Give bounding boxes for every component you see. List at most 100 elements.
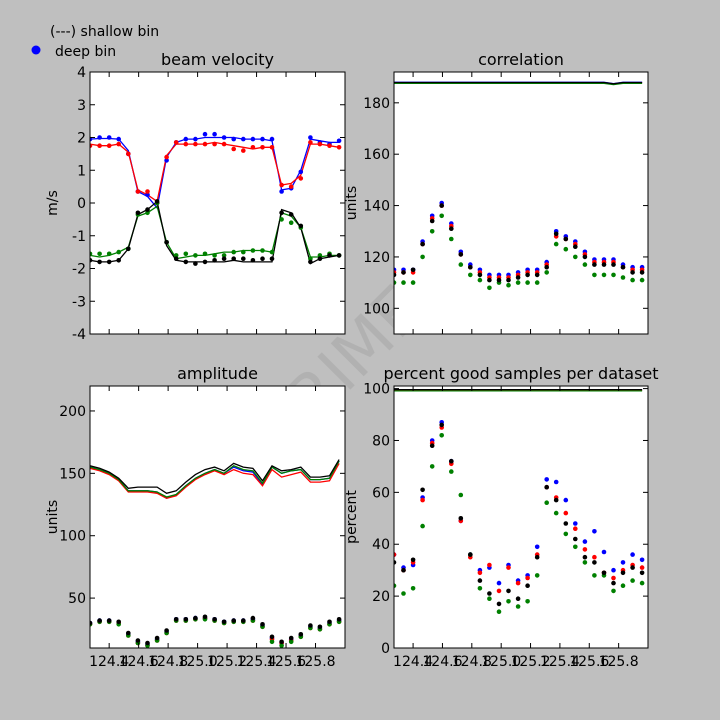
data-point-beam4 [620, 264, 626, 270]
data-point-beam3 [506, 599, 511, 604]
data-point-beam2 [269, 145, 275, 150]
y-tick-label: 3 [77, 98, 86, 114]
data-point-beam4 [582, 254, 588, 260]
data-point-beam2 [173, 140, 179, 145]
data-point-beam1 [193, 136, 198, 142]
data-point-beam4 [601, 262, 607, 267]
data-point-beam4 [279, 210, 284, 216]
data-point-beam4 [202, 259, 208, 265]
data-point-beam1 [145, 192, 150, 198]
data-point-beam4 [260, 256, 265, 262]
data-point-beam1 [221, 135, 227, 140]
data-point-beam2 [420, 497, 425, 503]
data-point-beam4 [317, 256, 323, 262]
data-point-beam4 [525, 583, 530, 588]
data-point-beam1 [611, 567, 616, 573]
data-point-beam3 [582, 262, 588, 267]
data-point-beam3 [241, 249, 246, 255]
data-point-beam4 [250, 258, 256, 263]
data-point-beam4 [154, 635, 160, 641]
data-point-beam3 [193, 253, 198, 258]
data-point-beam2 [308, 140, 313, 145]
data-point-beam3 [468, 272, 473, 278]
legend-deep-marker [31, 45, 41, 55]
x-tick-label: 125.8 [599, 654, 639, 670]
x-tick-label: 125.4 [237, 654, 277, 670]
data-point-beam4 [401, 270, 406, 275]
data-point-beam4 [250, 615, 256, 621]
data-point-beam3 [553, 241, 559, 247]
data-point-beam2 [573, 526, 578, 531]
data-point-beam4 [173, 256, 179, 262]
data-point-beam2 [327, 143, 332, 148]
data-point-beam3 [477, 586, 483, 591]
data-point-beam2 [298, 176, 304, 181]
data-point-beam1 [183, 136, 189, 142]
data-point-beam1 [250, 136, 256, 142]
y-tick-label: 2 [77, 131, 86, 147]
data-point-beam4 [154, 199, 160, 204]
data-point-beam4 [183, 259, 189, 265]
data-point-beam3 [260, 248, 265, 253]
y-tick-label: 100 [363, 382, 390, 398]
plot-frame [393, 385, 649, 649]
legend-shallow-label: (---) shallow bin [50, 24, 159, 40]
series-line-beam3 [90, 460, 340, 498]
data-point-beam4 [106, 618, 112, 623]
data-point-beam2 [212, 141, 217, 147]
data-point-beam4 [173, 617, 179, 622]
data-point-beam4 [145, 207, 150, 212]
data-point-beam4 [260, 622, 265, 627]
plot-area [394, 72, 648, 334]
data-point-beam2 [145, 189, 150, 194]
y-tick-label: 150 [59, 466, 86, 482]
data-point-beam1 [336, 138, 342, 144]
data-point-beam4 [553, 231, 559, 237]
data-point-beam3 [420, 523, 425, 529]
data-point-beam1 [298, 169, 304, 175]
data-point-beam1 [534, 544, 540, 550]
x-tick-label: 125.0 [178, 654, 218, 670]
data-point-beam4 [573, 244, 578, 249]
data-point-beam1 [553, 479, 559, 485]
data-point-beam3 [525, 280, 530, 285]
data-point-beam3 [496, 609, 502, 614]
data-point-beam4 [410, 267, 416, 273]
data-point-beam4 [449, 226, 454, 231]
data-point-beam2 [116, 141, 121, 147]
series-group [90, 131, 342, 266]
data-point-beam3 [477, 277, 483, 283]
data-point-beam2 [639, 565, 645, 570]
data-point-beam4 [487, 591, 492, 596]
data-point-beam1 [231, 136, 236, 142]
data-point-beam1 [164, 158, 169, 163]
data-point-beam4 [458, 252, 464, 257]
panel-title: correlation [478, 50, 564, 69]
data-point-beam4 [449, 458, 454, 464]
data-point-beam3 [288, 639, 294, 645]
data-point-beam2 [97, 143, 102, 148]
y-tick-label: 160 [363, 147, 390, 163]
y-tick-label: 180 [363, 96, 390, 112]
data-point-beam4 [601, 570, 607, 576]
data-point-beam4 [241, 618, 246, 623]
data-point-beam4 [496, 601, 502, 607]
data-point-beam4 [477, 272, 483, 278]
data-point-beam4 [630, 270, 635, 275]
data-point-beam3 [611, 588, 616, 594]
x-tick-label: 124.6 [119, 654, 159, 670]
data-point-beam3 [401, 591, 406, 596]
data-point-beam4 [496, 277, 502, 283]
data-point-beam4 [563, 521, 569, 526]
data-point-beam2 [487, 562, 492, 568]
y-tick-label: 120 [363, 250, 390, 266]
panel-title: percent good samples per dataset [383, 364, 658, 383]
plot-area [90, 72, 345, 334]
y-tick-label: 1 [77, 163, 86, 179]
data-point-beam2 [221, 141, 227, 147]
data-point-beam4 [126, 246, 131, 252]
y-tick-label: 140 [363, 199, 390, 215]
x-tick-label: 125.6 [266, 654, 306, 670]
data-point-beam4 [544, 264, 549, 270]
data-point-beam1 [496, 580, 502, 586]
